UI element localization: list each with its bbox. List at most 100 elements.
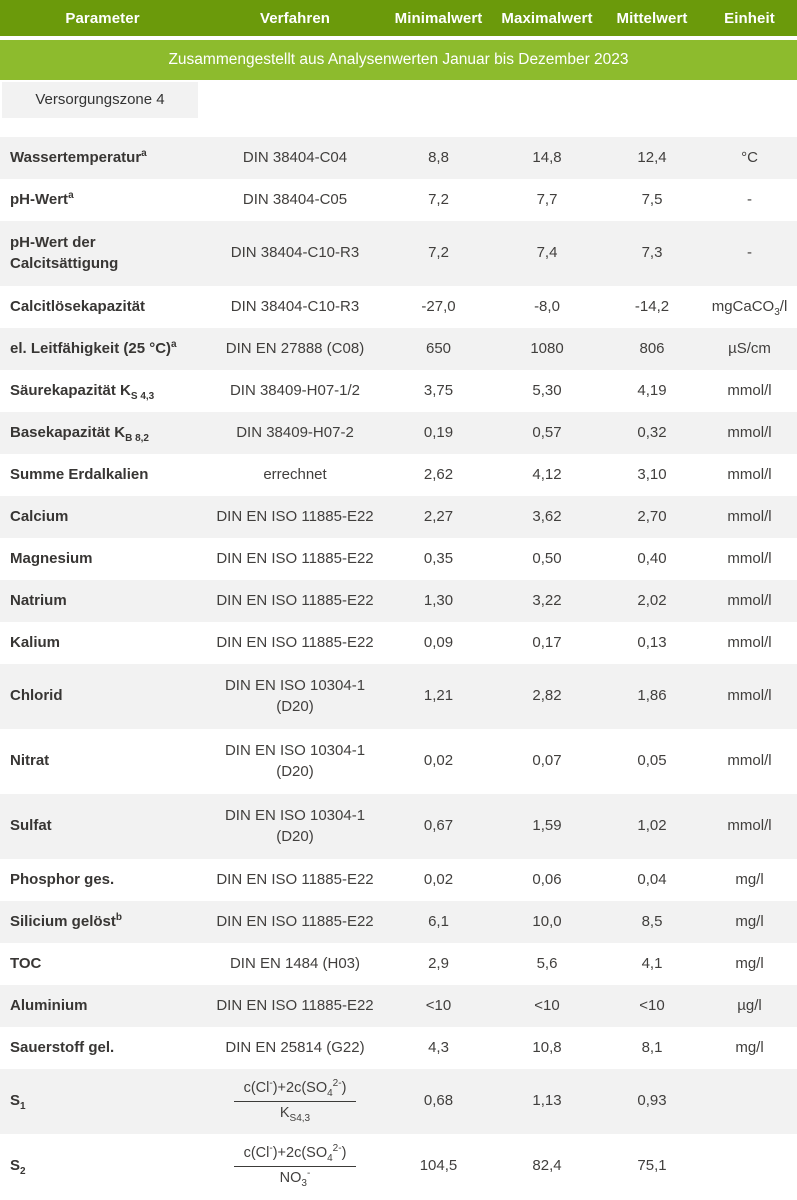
min-cell: 650 (425, 339, 452, 357)
unit-cell: mgCaCO3/l (711, 297, 788, 318)
mean-cell: 75,1 (637, 1157, 667, 1175)
param-cell: S1 (10, 1092, 26, 1113)
max-cell: 7,4 (536, 244, 558, 262)
max-cell: 0,06 (532, 870, 562, 888)
unit-cell: mmol/l (727, 817, 772, 835)
param-cell: Nitrat (10, 752, 50, 770)
column-header-minimalwert: Minimalwert (385, 0, 492, 38)
table-row: pH-Werta DIN 38404-C05 7,2 7,7 7,5 - (0, 179, 797, 221)
subtitle-row: Zusammengestellt aus Analysenwerten Janu… (0, 36, 797, 80)
unit-cell: mg/l (735, 954, 764, 972)
max-cell: <10 (534, 996, 560, 1014)
method-cell: DIN 38409-H07-2 (236, 423, 354, 441)
mean-cell: 12,4 (637, 148, 667, 166)
mean-cell: 2,70 (637, 507, 667, 525)
unit-cell: mmol/l (727, 381, 772, 399)
column-header-verfahren: Verfahren (205, 0, 385, 38)
table-row: Sauerstoff gel. DIN EN 25814 (G22) 4,3 10,8… (0, 1027, 797, 1069)
table-row: Nitrat DIN EN ISO 10304-1 (D20) 0,02 0,07 0,0… (0, 729, 797, 794)
results-table: Wassertemperatura DIN 38404-C04 8,8 14,8 12,… (0, 137, 797, 1199)
min-cell: 8,8 (428, 148, 449, 166)
min-cell: 6,1 (428, 912, 449, 930)
min-cell: 7,2 (428, 244, 449, 262)
tab-versorgungszone-4[interactable]: Versorgungszone 4 (2, 82, 198, 118)
formula-denominator: NO3- (279, 1168, 311, 1189)
param-cell: Calcitlösekapazität (10, 297, 146, 315)
table-row: pH-Wert der Calcitsättigung DIN 38404-C10-… (0, 221, 797, 286)
max-cell: 0,57 (532, 423, 562, 441)
max-cell: 5,6 (536, 954, 558, 972)
min-cell: 4,3 (428, 1038, 449, 1056)
table-row: TOC DIN EN 1484 (H03) 2,9 5,6 4,1 mg/l (0, 943, 797, 985)
method-cell: DIN EN ISO 10304-1 (D20) (224, 807, 366, 845)
min-cell: 0,67 (423, 817, 454, 835)
param-cell: TOC (10, 954, 42, 972)
max-cell: 5,30 (532, 381, 562, 399)
unit-cell: mg/l (735, 1038, 764, 1056)
method-cell: DIN EN ISO 11885-E22 (216, 549, 374, 567)
min-cell: 104,5 (419, 1157, 458, 1175)
method-cell: DIN EN 1484 (H03) (229, 954, 361, 972)
max-cell: 82,4 (532, 1157, 562, 1175)
param-cell: el. Leitfähigkeit (25 °C)a (10, 338, 177, 357)
param-cell: Säurekapazität KS 4,3 (10, 381, 155, 402)
mean-cell: 0,40 (637, 549, 667, 567)
mean-cell: <10 (639, 996, 665, 1014)
unit-cell: mg/l (735, 912, 764, 930)
min-cell: 0,68 (423, 1092, 454, 1110)
unit-cell: mg/l (735, 870, 764, 888)
param-cell: Sulfat (10, 817, 52, 835)
min-cell: 2,27 (423, 507, 454, 525)
unit-cell: mmol/l (727, 423, 772, 441)
method-cell: DIN 38409-H07-1/2 (229, 381, 361, 399)
mean-cell: 2,02 (637, 591, 667, 609)
method-cell: DIN EN ISO 11885-E22 (216, 507, 374, 525)
min-cell: 1,30 (423, 591, 454, 609)
mean-cell: 4,1 (641, 954, 663, 972)
min-cell: -27,0 (421, 297, 456, 315)
mean-cell: 0,13 (637, 633, 667, 651)
mean-cell: 0,93 (637, 1092, 667, 1110)
param-cell: pH-Werta (10, 189, 74, 208)
formula-denominator: KS4,3 (279, 1105, 311, 1124)
unit-cell: - (747, 244, 752, 262)
subtitle-banner: Zusammengestellt aus Analysenwerten Janu… (0, 36, 797, 80)
max-cell: 1,59 (532, 817, 562, 835)
max-cell: 0,17 (532, 633, 562, 651)
method-cell: errechnet (263, 465, 327, 483)
table-row: Calcitlösekapazität DIN 38404-C10-R3 -27,0… (0, 286, 797, 328)
min-cell: 0,02 (423, 870, 454, 888)
table-row: Summe Erdalkalien errechnet 2,62 4,12 3,10 mm… (0, 454, 797, 496)
unit-cell: mmol/l (727, 591, 772, 609)
method-cell: DIN EN ISO 11885-E22 (216, 996, 374, 1014)
unit-cell: mmol/l (727, 507, 772, 525)
min-cell: 0,02 (423, 752, 454, 770)
param-cell: pH-Wert der Calcitsättigung (10, 234, 119, 272)
min-cell: 1,21 (423, 687, 454, 705)
param-cell: Basekapazität KB 8,2 (10, 423, 149, 444)
formula-numerator: c(Cl-)+2c(SO42-) (233, 1079, 357, 1102)
table-row: Aluminium DIN EN ISO 11885-E22 <10 <10 <10 µg… (0, 985, 797, 1027)
mean-cell: 0,04 (637, 870, 667, 888)
column-header-einheit: Einheit (702, 0, 797, 38)
method-cell: DIN EN ISO 10304-1 (D20) (224, 677, 366, 715)
max-cell: 10,8 (532, 1038, 562, 1056)
min-cell: 0,19 (423, 423, 454, 441)
unit-cell: µg/l (737, 996, 762, 1014)
max-cell: 3,22 (532, 591, 562, 609)
table-row: Sulfat DIN EN ISO 10304-1 (D20) 0,67 1,59 1,0… (0, 794, 797, 859)
max-cell: 0,07 (532, 752, 562, 770)
formula-fraction: c(Cl-)+2c(SO42-) KS4,3 (233, 1079, 357, 1124)
method-cell: c(Cl-)+2c(SO42-) NO3- (205, 1134, 385, 1199)
method-cell: DIN 38404-C10-R3 (230, 244, 360, 262)
param-cell: Magnesium (10, 549, 93, 567)
column-header-maximalwert: Maximalwert (492, 0, 602, 38)
method-cell: DIN EN ISO 11885-E22 (216, 912, 374, 930)
table-row: S2 c(Cl-)+2c(SO42-) NO3- 104,5 82,4 75,1 (0, 1134, 797, 1199)
column-header-parameter: Parameter (0, 0, 205, 38)
table-row: Magnesium DIN EN ISO 11885-E22 0,35 0,50 0,4… (0, 538, 797, 580)
mean-cell: -14,2 (634, 297, 670, 315)
formula-fraction: c(Cl-)+2c(SO42-) NO3- (233, 1144, 357, 1189)
method-cell: c(Cl-)+2c(SO42-) KS4,3 (205, 1069, 385, 1134)
